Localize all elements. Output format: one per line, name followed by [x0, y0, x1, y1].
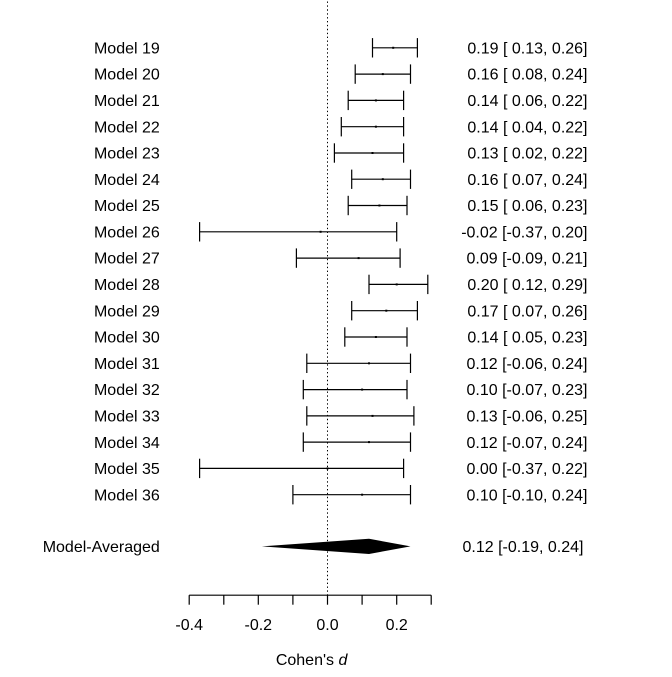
svg-text:Model 28: Model 28 — [94, 277, 160, 294]
svg-text:0.20 [ 0.12, 0.29]: 0.20 [ 0.12, 0.29] — [467, 277, 587, 294]
svg-text:Model 30: Model 30 — [94, 330, 160, 347]
svg-text:0.14 [ 0.05, 0.23]: 0.14 [ 0.05, 0.23] — [467, 330, 587, 347]
svg-text:0.15 [ 0.06, 0.23]: 0.15 [ 0.06, 0.23] — [467, 198, 587, 215]
svg-text:0.2: 0.2 — [386, 617, 408, 634]
svg-text:Model 31: Model 31 — [94, 356, 160, 373]
svg-text:0.00 [-0.37, 0.22]: 0.00 [-0.37, 0.22] — [467, 461, 588, 478]
svg-text:Model 25: Model 25 — [94, 198, 160, 215]
svg-text:Model 22: Model 22 — [94, 119, 160, 136]
svg-text:0.13 [ 0.02, 0.22]: 0.13 [ 0.02, 0.22] — [467, 146, 587, 163]
svg-text:0.17 [ 0.07, 0.26]: 0.17 [ 0.07, 0.26] — [467, 303, 587, 320]
svg-text:Cohen's d: Cohen's d — [276, 652, 349, 669]
svg-text:Model 27: Model 27 — [94, 251, 160, 268]
svg-text:0.12 [-0.06, 0.24]: 0.12 [-0.06, 0.24] — [467, 356, 588, 373]
svg-text:Model 33: Model 33 — [94, 409, 160, 426]
svg-text:Model 32: Model 32 — [94, 382, 160, 399]
svg-text:Model 23: Model 23 — [94, 146, 160, 163]
svg-text:Model 19: Model 19 — [94, 40, 160, 57]
svg-text:-0.2: -0.2 — [245, 617, 273, 634]
svg-text:0.10 [-0.10, 0.24]: 0.10 [-0.10, 0.24] — [467, 487, 588, 504]
svg-text:0.16 [ 0.07, 0.24]: 0.16 [ 0.07, 0.24] — [467, 172, 587, 189]
svg-text:0.14 [ 0.06, 0.22]: 0.14 [ 0.06, 0.22] — [467, 93, 587, 110]
svg-text:0.19 [ 0.13, 0.26]: 0.19 [ 0.13, 0.26] — [467, 40, 587, 57]
svg-text:Model 29: Model 29 — [94, 303, 160, 320]
svg-text:0.14 [ 0.04, 0.22]: 0.14 [ 0.04, 0.22] — [467, 119, 587, 136]
svg-text:0.12 [-0.19, 0.24]: 0.12 [-0.19, 0.24] — [463, 539, 584, 556]
svg-text:-0.02 [-0.37, 0.20]: -0.02 [-0.37, 0.20] — [461, 224, 587, 241]
svg-text:0.0: 0.0 — [316, 617, 338, 634]
svg-text:Model 36: Model 36 — [94, 487, 160, 504]
svg-text:-0.4: -0.4 — [175, 617, 203, 634]
svg-text:0.16 [ 0.08, 0.24]: 0.16 [ 0.08, 0.24] — [467, 67, 587, 84]
svg-text:Model 35: Model 35 — [94, 461, 160, 478]
svg-text:Model 26: Model 26 — [94, 224, 160, 241]
svg-text:0.09 [-0.09, 0.21]: 0.09 [-0.09, 0.21] — [467, 251, 588, 268]
svg-text:0.13 [-0.06, 0.25]: 0.13 [-0.06, 0.25] — [467, 409, 588, 426]
svg-text:Model 21: Model 21 — [94, 93, 160, 110]
svg-text:Model-Averaged: Model-Averaged — [43, 539, 160, 556]
svg-text:0.10 [-0.07, 0.23]: 0.10 [-0.07, 0.23] — [467, 382, 588, 399]
svg-text:Model 34: Model 34 — [94, 435, 160, 452]
svg-text:Model 24: Model 24 — [94, 172, 160, 189]
svg-text:Model 20: Model 20 — [94, 67, 160, 84]
svg-text:0.12 [-0.07, 0.24]: 0.12 [-0.07, 0.24] — [467, 435, 588, 452]
